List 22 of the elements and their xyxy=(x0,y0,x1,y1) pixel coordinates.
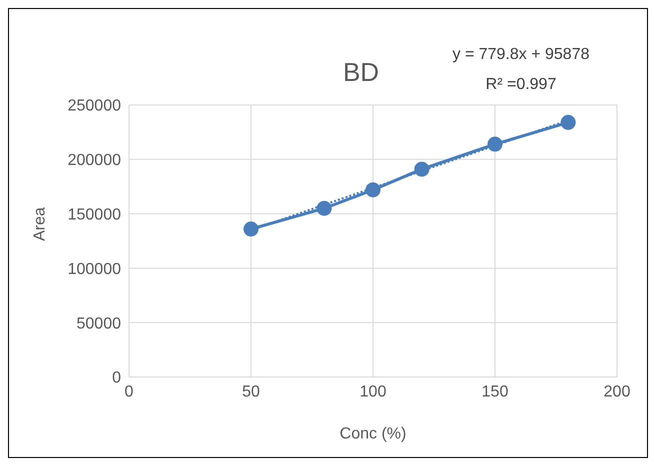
y-tick-label: 150000 xyxy=(68,206,122,224)
y-axis-title: Area xyxy=(32,207,49,241)
y-tick-label: 100000 xyxy=(68,260,122,278)
x-tick-label: 0 xyxy=(124,383,134,400)
x-tick-label: 50 xyxy=(242,383,260,400)
chart-title: BD xyxy=(342,57,380,87)
text: R² =0.997 xyxy=(486,76,556,93)
y-tick-label: 250000 xyxy=(68,98,122,115)
y-tick-label: 50000 xyxy=(76,315,122,332)
x-axis-title: Conc (%) xyxy=(340,425,406,442)
point xyxy=(366,182,380,198)
point xyxy=(244,222,258,237)
point xyxy=(560,114,576,130)
point xyxy=(488,136,502,152)
point xyxy=(316,200,332,216)
x-tick-label: 150 xyxy=(482,383,508,400)
point xyxy=(414,162,430,177)
y-tick-label: 200000 xyxy=(68,152,122,170)
y-tick-label: 0 xyxy=(112,370,122,387)
x-tick-label: 200 xyxy=(604,383,630,400)
text: y = 779.8x + 95878 xyxy=(452,46,590,63)
x-tick-label: 100 xyxy=(360,383,386,400)
